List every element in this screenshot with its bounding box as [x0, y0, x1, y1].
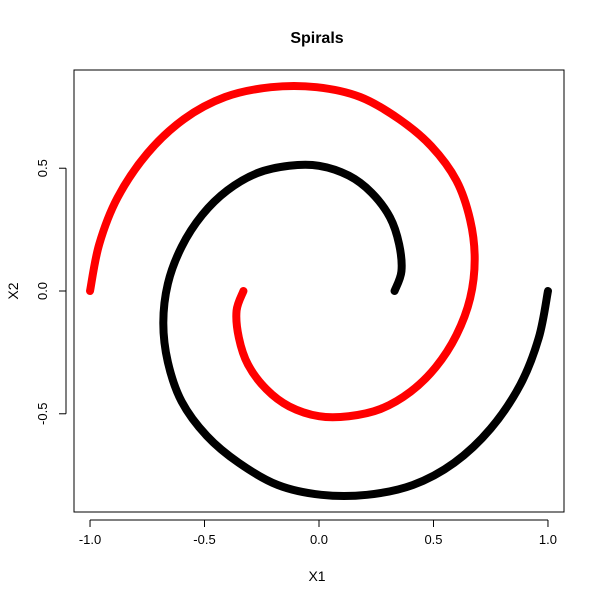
data-point [233, 307, 241, 315]
data-point [180, 115, 188, 123]
data-point [221, 93, 229, 101]
data-point [274, 481, 282, 489]
x-tick-label: 1.0 [539, 532, 557, 547]
data-point [397, 267, 405, 275]
data-point [198, 211, 206, 219]
data-point [391, 287, 399, 295]
y-tick-label: 0.0 [35, 282, 50, 300]
x-tick-label: -1.0 [79, 532, 101, 547]
data-point [466, 216, 474, 224]
y-tick-label: -0.5 [35, 403, 50, 425]
data-point [235, 334, 243, 342]
data-point [143, 149, 151, 157]
data-point [235, 459, 243, 467]
x-axis: -1.0 -0.5 0.0 0.5 1.0 [79, 519, 557, 547]
data-point [517, 380, 524, 388]
plot-frame [73, 69, 565, 513]
data-point [159, 319, 167, 327]
data-point [432, 363, 440, 371]
data-point [471, 255, 479, 263]
data-point [427, 142, 435, 150]
data-point [244, 361, 252, 369]
data-point [315, 162, 323, 170]
data-point [395, 240, 403, 248]
data-point [203, 432, 211, 440]
x-tick-label: 0.5 [424, 532, 442, 547]
data-point [253, 169, 261, 177]
y-axis-label: X2 [5, 282, 21, 299]
series-layer [86, 81, 552, 501]
data-point [487, 425, 495, 433]
y-axis: -0.5 0.0 0.5 [35, 159, 67, 425]
data-point [267, 83, 275, 91]
data-point [377, 405, 385, 413]
data-point [239, 287, 247, 295]
data-point [535, 334, 543, 342]
data-point [223, 186, 231, 194]
data-point [285, 402, 293, 410]
data-point [114, 194, 121, 202]
data-point [164, 280, 172, 288]
data-point [262, 385, 270, 393]
x-axis-label: X1 [308, 568, 325, 584]
series-1 [159, 160, 552, 501]
data-point [544, 287, 552, 295]
chart-title: Spirals [290, 30, 343, 47]
data-point [386, 213, 394, 221]
data-point [356, 93, 364, 101]
data-point [317, 491, 325, 499]
data-point [95, 240, 103, 248]
data-point [178, 398, 186, 405]
data-point [313, 83, 321, 91]
data-point [407, 388, 415, 396]
data-point [315, 412, 323, 420]
data-point [285, 162, 293, 170]
x-tick-label: 0.0 [310, 532, 328, 547]
y-tick-label: 0.5 [35, 159, 50, 177]
series-0 [86, 81, 479, 422]
data-point [178, 243, 186, 251]
data-point [345, 172, 353, 180]
data-point [466, 294, 474, 302]
data-point [452, 177, 460, 184]
data-point [409, 481, 417, 489]
data-point [363, 491, 371, 499]
data-point [86, 287, 94, 295]
data-point [164, 358, 172, 366]
data-point [368, 189, 376, 197]
x-tick-label: -0.5 [193, 532, 215, 547]
data-point [395, 115, 403, 123]
data-point [450, 459, 458, 467]
data-point [345, 412, 353, 420]
data-point [452, 331, 460, 339]
